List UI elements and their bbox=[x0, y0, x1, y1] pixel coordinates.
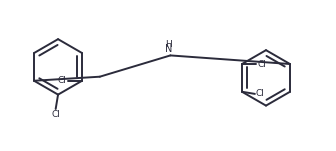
Text: Cl: Cl bbox=[51, 110, 60, 119]
Text: N: N bbox=[165, 43, 172, 53]
Text: Cl: Cl bbox=[58, 76, 67, 85]
Text: Cl: Cl bbox=[256, 89, 265, 98]
Text: Cl: Cl bbox=[257, 59, 266, 69]
Text: H: H bbox=[165, 40, 172, 49]
